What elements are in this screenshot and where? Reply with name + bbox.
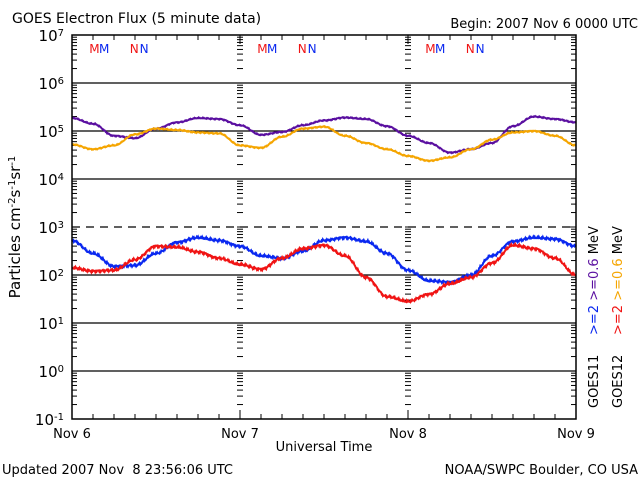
y-tick-label: 101 <box>39 315 64 333</box>
noon-marker: N <box>476 42 485 56</box>
credit-label: NOAA/SWPC Boulder, CO USA <box>445 463 638 478</box>
series-line-goes11-0-6-mev <box>71 114 577 155</box>
legend-item: >=0.6 <box>587 258 602 305</box>
legend-item: >=2 <box>611 305 626 335</box>
legend-item: >=0.6 <box>611 258 626 305</box>
updated-timestamp: Updated 2007 Nov 8 23:56:06 UTC <box>2 463 233 478</box>
y-tick-labels: 107 106 105 104 103 102 101 100 10-1 <box>35 27 64 429</box>
y-tick-label: 104 <box>39 171 64 189</box>
legend-entry: >=2 >=0.6 MeV <box>611 226 626 335</box>
noon-marker: N <box>466 42 475 56</box>
y-tick-label: 102 <box>39 267 64 285</box>
legend-satellite-label: GOES12 <box>611 355 626 408</box>
x-tick-labels: Nov 6 Nov 7 Nov 8 Nov 9 <box>53 427 595 442</box>
noon-marker: N <box>140 42 149 56</box>
y-tick-label: 105 <box>39 123 64 141</box>
y-tick-label: 100 <box>39 363 64 381</box>
x-axis-label: Universal Time <box>276 440 373 455</box>
midnight-marker: M <box>99 42 109 56</box>
midnight-marker: M <box>425 42 435 56</box>
series-line-goes12-2-mev <box>71 241 577 304</box>
y-tick-label: 103 <box>39 219 64 237</box>
legend-entry: >=2 >=0.6 MeV <box>587 226 602 335</box>
legend-item: >=2 <box>587 305 602 335</box>
midnight-marker: M <box>89 42 99 56</box>
begin-label: Begin: 2007 Nov 6 0000 UTC <box>450 17 638 32</box>
plot-frame <box>71 34 577 420</box>
chart-title: GOES Electron Flux (5 minute data) <box>12 11 261 27</box>
midnight-marker: M <box>257 42 267 56</box>
noon-marker: N <box>308 42 317 56</box>
threshold-lines <box>72 82 576 372</box>
x-tick-label: Nov 6 <box>53 427 91 442</box>
series-line-goes12-0-6-mev <box>71 124 577 163</box>
x-tick-label: Nov 8 <box>389 427 427 442</box>
y-tick-label: 107 <box>39 27 64 45</box>
axis-ticks <box>71 35 577 420</box>
midnight-marker: M <box>435 42 445 56</box>
series-lines <box>71 114 577 304</box>
series-line-goes11-2-mev <box>71 234 577 286</box>
y-tick-label: 10-1 <box>35 411 64 429</box>
noon-marker: N <box>130 42 139 56</box>
midnight-marker: M <box>267 42 277 56</box>
y-axis-label: Particles cm-2s-1sr-1 <box>6 156 24 299</box>
legend-satellite-label: GOES11 <box>587 355 602 408</box>
x-tick-label: Nov 9 <box>557 427 595 442</box>
y-tick-label: 106 <box>39 75 64 93</box>
x-tick-label: Nov 7 <box>221 427 259 442</box>
noon-marker: N <box>298 42 307 56</box>
legend: GOES11 >=2 >=0.6 MeV GOES12 >=2 >=0.6 MeV <box>587 226 626 408</box>
